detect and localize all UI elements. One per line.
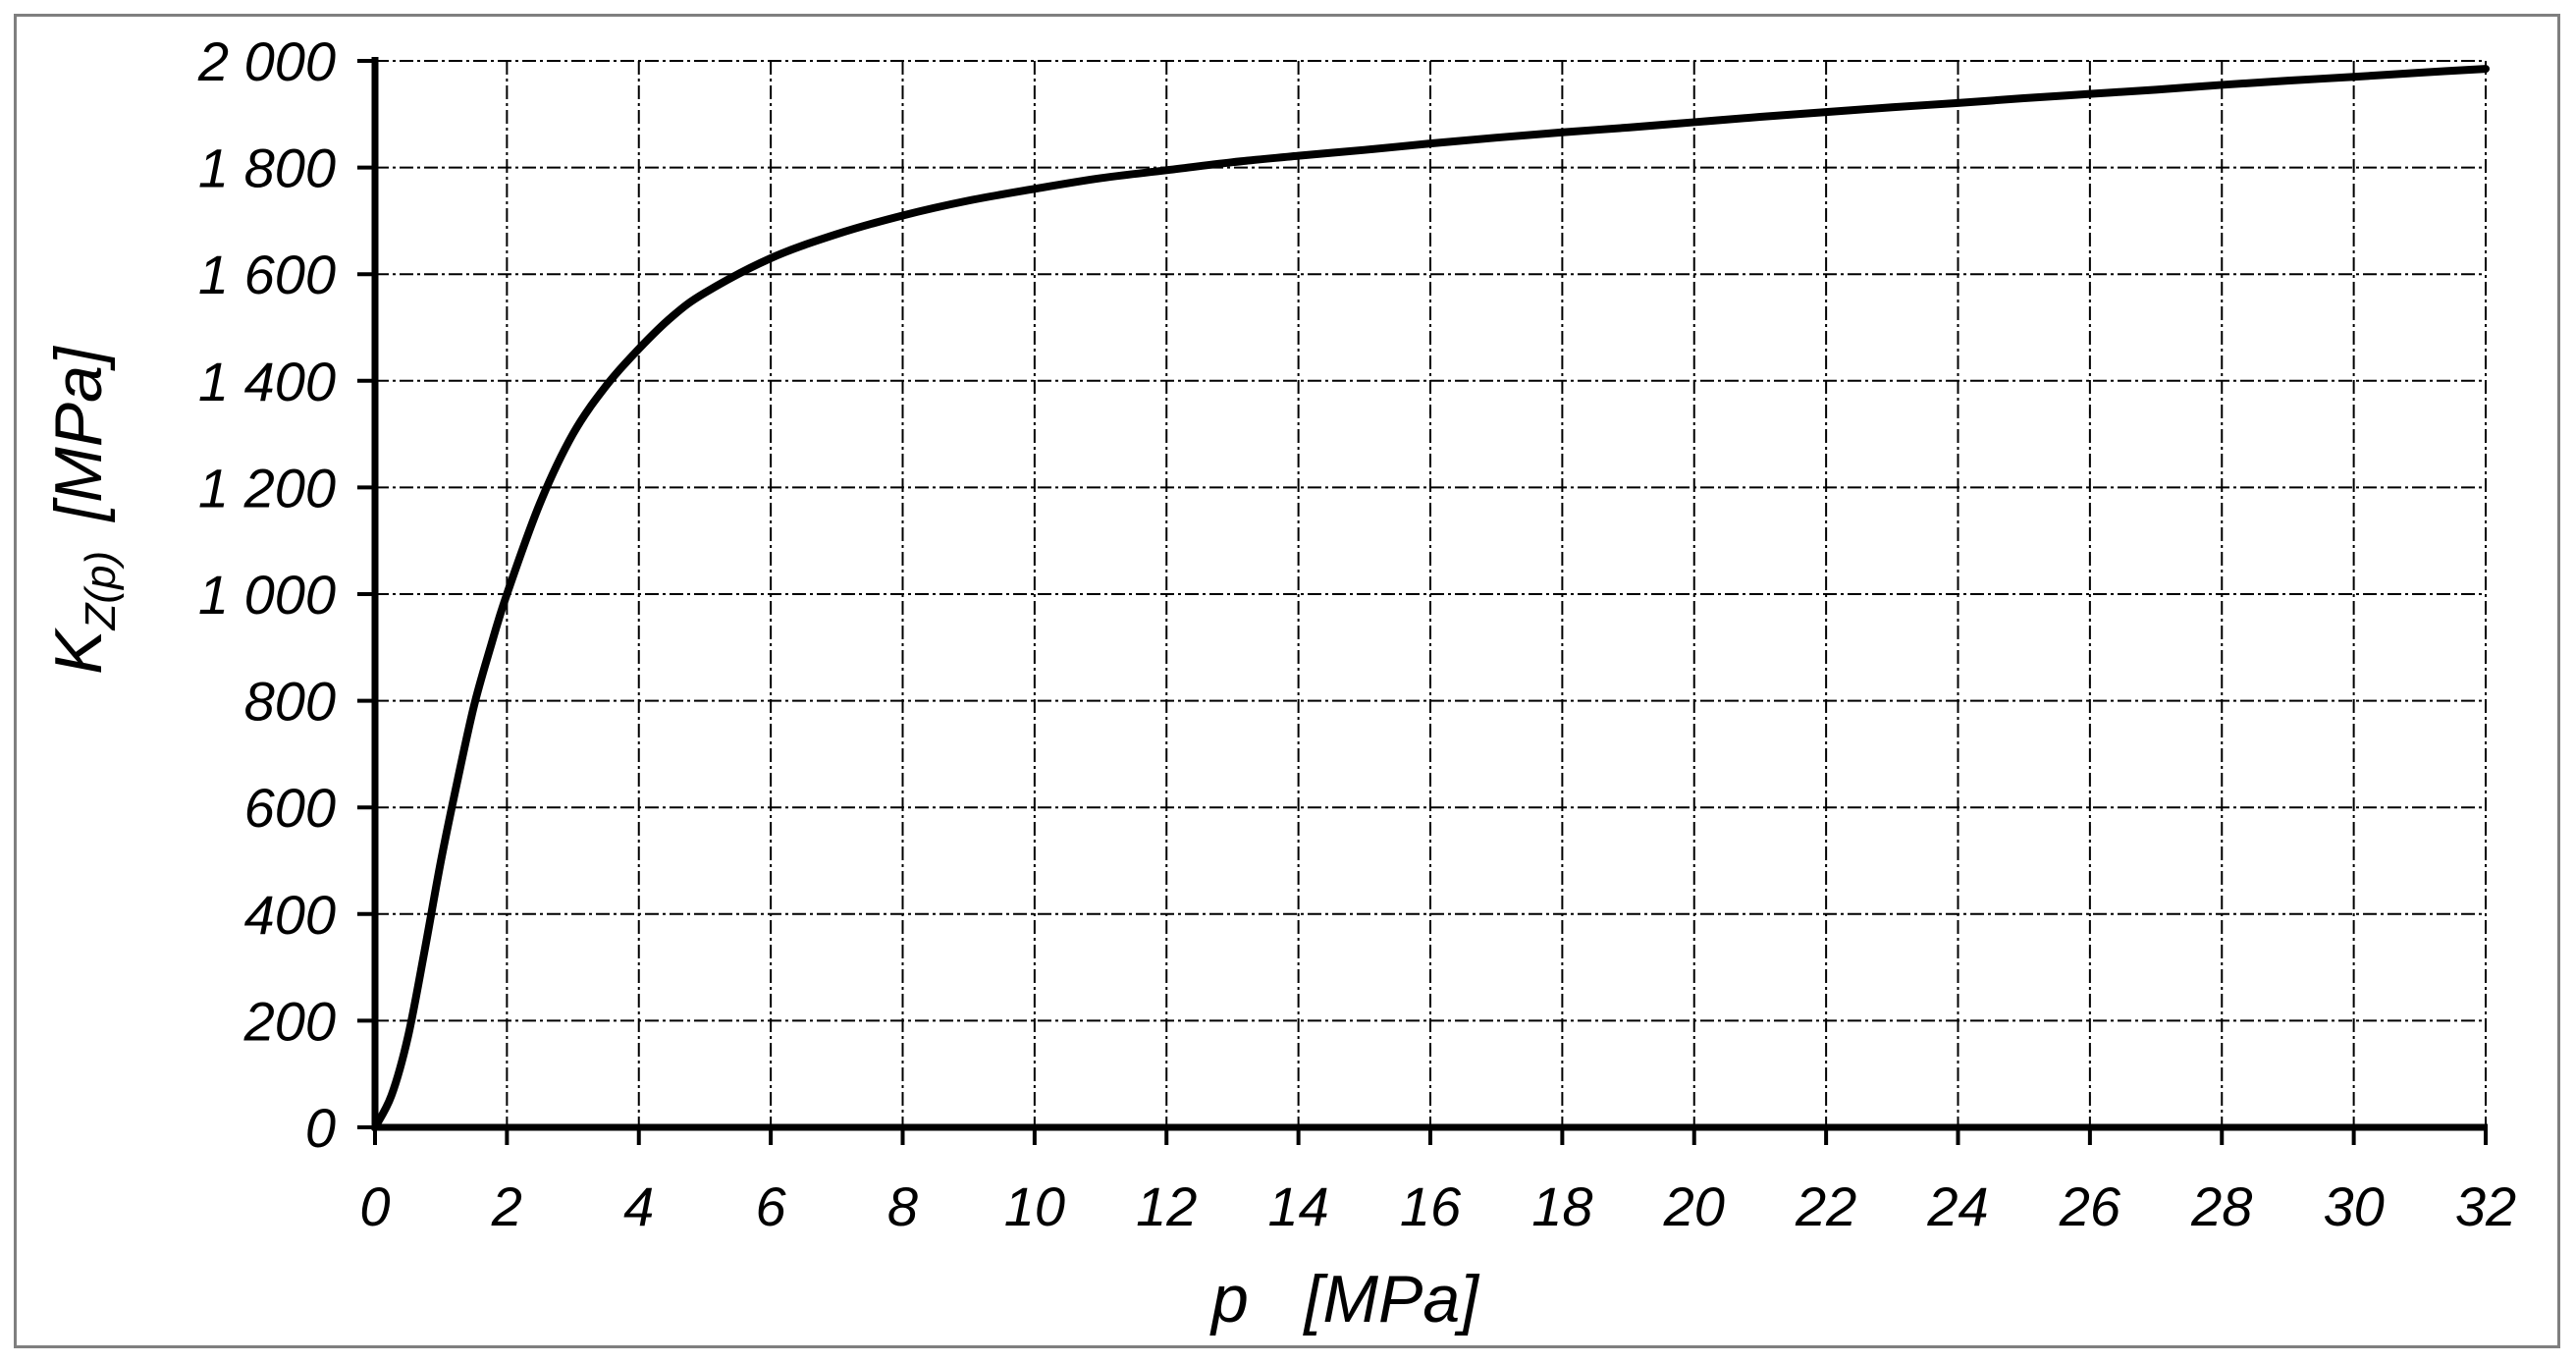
y-tick-label: 0 (305, 1097, 336, 1159)
y-tick-label: 1 800 (198, 137, 336, 199)
series-line (371, 65, 2490, 1131)
y-tick-label: 200 (243, 990, 336, 1052)
x-tick-label: 30 (2323, 1175, 2384, 1237)
y-tick-label: 2 000 (197, 30, 336, 92)
axes (357, 57, 2488, 1145)
y-tick-label: 1 200 (198, 457, 336, 518)
x-tick-label: 32 (2455, 1175, 2516, 1237)
y-axis-symbol: K (41, 627, 116, 675)
y-tick-label: 400 (244, 884, 336, 946)
y-tick-label: 1 600 (198, 244, 336, 305)
x-tick-label: 20 (1663, 1175, 1725, 1237)
y-axis-title: KZ(p) [MPa] (41, 345, 125, 675)
y-tick-label: 1 000 (198, 564, 336, 626)
x-tick-label: 22 (1795, 1175, 1856, 1237)
y-tick-label: 600 (244, 777, 336, 839)
x-tick-label: 26 (2059, 1175, 2121, 1237)
y-tick-label: 800 (244, 671, 336, 733)
y-axis-unit: [MPa] (41, 345, 116, 523)
x-tick-label: 2 (491, 1175, 522, 1237)
tick-labels: 0 2 4 6 8 10 12 14 16 18 20 22 24 26 28 30 3202004006008… (197, 30, 2516, 1237)
x-axis-title: p [MPa] (1209, 1262, 1480, 1337)
x-tick-label: 24 (1926, 1175, 1988, 1237)
x-tick-label: 16 (1400, 1175, 1462, 1237)
grid (375, 60, 2487, 1127)
x-tick-label: 4 (623, 1175, 654, 1237)
series-layer (371, 65, 2490, 1131)
x-tick-label: 0 (359, 1175, 390, 1237)
x-tick-label: 18 (1531, 1175, 1592, 1237)
y-axis-subscript: Z(p) (77, 551, 125, 631)
x-tick-label: 10 (1004, 1175, 1065, 1237)
x-tick-label: 12 (1136, 1175, 1197, 1237)
x-tick-label: 14 (1267, 1175, 1328, 1237)
x-tick-label: 6 (756, 1175, 787, 1237)
y-tick-label: 1 400 (198, 351, 336, 412)
x-tick-label: 8 (887, 1175, 918, 1237)
x-tick-label: 28 (2190, 1175, 2252, 1237)
